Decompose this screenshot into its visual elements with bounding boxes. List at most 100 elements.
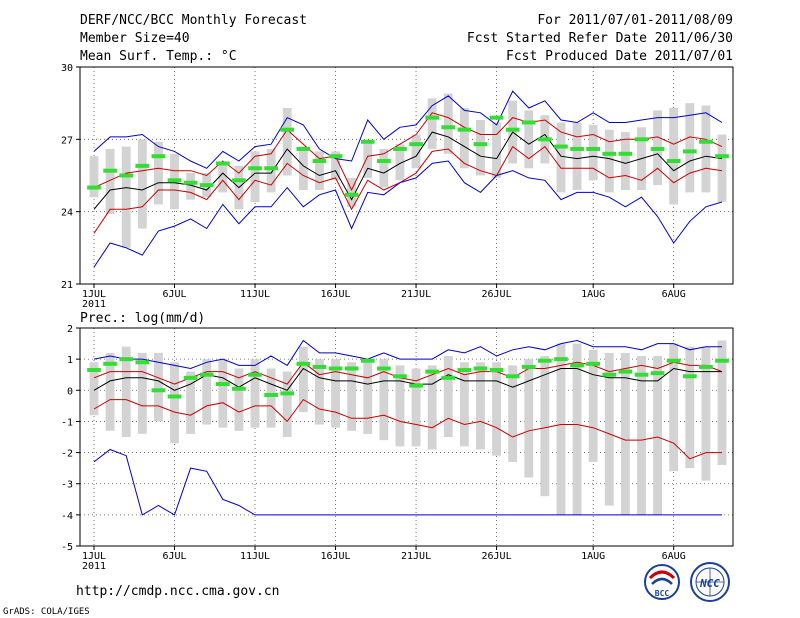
prec-marker-22 — [425, 369, 439, 374]
prec-box-38 — [685, 346, 695, 469]
prec-marker-25 — [473, 366, 488, 371]
prec-marker-31 — [570, 363, 584, 368]
prec-box-15 — [315, 359, 324, 425]
prec-ytick-label-7: 2 — [67, 324, 73, 335]
prec-marker-8 — [199, 372, 214, 377]
temp-box-24 — [459, 107, 469, 169]
temp-marker-12 — [264, 166, 278, 171]
temp-xtick-label-3: 16JUL — [320, 289, 350, 300]
prec-marker-29 — [538, 358, 552, 363]
prec-xtick-label-1: 6JUL — [162, 551, 186, 562]
temp-marker-23 — [441, 125, 456, 130]
temp-marker-15 — [312, 159, 327, 164]
temp-marker-13 — [280, 127, 295, 132]
prec-box-10 — [234, 368, 244, 431]
temp-box-39 — [701, 105, 711, 193]
temp-marker-25 — [473, 142, 488, 147]
prec-marker-11 — [248, 372, 262, 377]
prec-marker-23 — [441, 375, 456, 380]
prec-marker-13 — [280, 391, 295, 396]
temp-marker-38 — [682, 149, 697, 154]
prec-marker-33 — [602, 372, 617, 377]
temp-upper-line — [93, 112, 723, 192]
temp-box-14 — [298, 146, 308, 190]
temp-box-32 — [588, 124, 598, 181]
temp-box-23 — [443, 93, 453, 154]
temp-marker-34 — [618, 151, 633, 156]
temp-marker-22 — [425, 115, 439, 120]
prec-marker-26 — [489, 368, 504, 373]
prec-box-22 — [427, 365, 437, 450]
prec-xtick-label-5: 26JUL — [482, 551, 512, 562]
prec-marker-1 — [87, 368, 101, 373]
prec-ytick-label-4: -1 — [61, 417, 73, 428]
prec-upper-line — [93, 361, 723, 385]
temp-box-31 — [572, 122, 582, 190]
prec-ytick-label-3: -2 — [61, 449, 73, 460]
prec-marker-6 — [167, 394, 182, 399]
temp-marker-30 — [554, 144, 568, 149]
temp-marker-11 — [248, 166, 262, 171]
temp-ytick-label-1: 24 — [61, 208, 73, 219]
prec-marker-20 — [393, 374, 407, 379]
prec-box-11 — [250, 359, 260, 428]
temp-mean-line — [93, 131, 723, 210]
prec-ytick-label-6: 1 — [67, 355, 73, 366]
prec-box-28 — [524, 359, 534, 478]
prec-box-7 — [186, 371, 196, 434]
temp-marker-16 — [328, 154, 343, 159]
prec-ytick-label-2: -3 — [61, 480, 73, 491]
temp-box-37 — [669, 107, 679, 205]
temp-box-18 — [363, 141, 373, 178]
prec-marker-18 — [360, 358, 375, 363]
prec-box-23 — [443, 356, 453, 437]
prec-xtick-label-6: 1AUG — [581, 551, 605, 562]
temp-box-28 — [524, 110, 534, 169]
prec-box-19 — [379, 359, 389, 441]
prec-xtick-label-7: 6AUG — [662, 551, 686, 562]
prec-marker-4 — [135, 360, 150, 365]
prec-marker-38 — [682, 374, 697, 379]
temp-xtick-label-6: 1AUG — [581, 289, 605, 300]
temp-marker-28 — [521, 120, 536, 125]
temp-marker-7 — [183, 180, 198, 185]
temp-min-line — [93, 160, 723, 268]
temp-ytick-label-3: 30 — [61, 63, 73, 74]
prec-box-20 — [395, 365, 405, 447]
temp-box-15 — [315, 151, 324, 190]
prec-marker-5 — [151, 388, 166, 393]
temp-marker-33 — [602, 151, 617, 156]
prec-box-8 — [202, 359, 212, 425]
prec-box-29 — [540, 356, 550, 497]
fcst-started-date: Fcst Started Refer Date 2011/06/30 — [467, 31, 733, 46]
ncc-logo-text: NCC — [699, 577, 720, 590]
prec-box-3 — [121, 346, 131, 437]
prec-xtick-label-2: 11JUL — [240, 551, 270, 562]
temp-xtick-label-5: 26JUL — [482, 289, 512, 300]
prec-box-2 — [105, 352, 115, 431]
prec-box-16 — [331, 359, 340, 428]
member-size-label: Member Size=40 — [80, 31, 190, 46]
bcc-logo: BCC — [644, 564, 680, 600]
prec-box-5 — [153, 352, 163, 422]
temperature-lines — [93, 90, 723, 268]
temp-box-12 — [266, 148, 276, 193]
prec-box-9 — [218, 359, 228, 428]
temp-box-13 — [282, 107, 292, 176]
precip-chart-title: Prec.: log(mm/d) — [80, 311, 205, 326]
temp-marker-5 — [151, 154, 166, 159]
prec-box-18 — [363, 362, 373, 434]
forecast-period: For 2011/07/01-2011/08/09 — [537, 13, 733, 28]
prec-marker-19 — [377, 366, 391, 371]
temp-marker-36 — [650, 146, 665, 151]
temp-marker-17 — [344, 192, 359, 197]
temp-box-5 — [153, 141, 163, 205]
prec-marker-21 — [409, 383, 423, 388]
prec-marker-12 — [264, 392, 278, 397]
temp-marker-1 — [87, 185, 101, 190]
temp-box-16 — [331, 151, 340, 181]
temp-marker-8 — [199, 183, 214, 188]
temp-xtick-label-7: 6AUG — [662, 289, 686, 300]
prec-marker-39 — [699, 364, 713, 369]
prec-box-32 — [588, 349, 598, 462]
